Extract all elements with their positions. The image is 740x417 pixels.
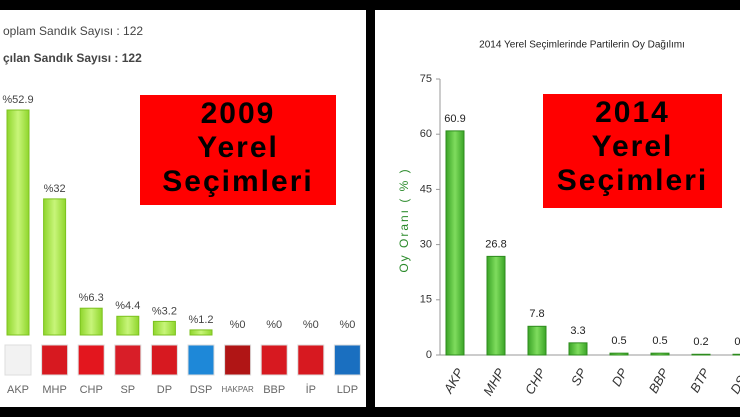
y-tick-label: 45 xyxy=(420,183,432,195)
bar xyxy=(43,198,67,336)
value-label: 3.3 xyxy=(570,325,585,337)
value-label: %4.4 xyxy=(115,300,140,312)
y-tick-label: 30 xyxy=(420,239,432,251)
value-label: %1.2 xyxy=(188,314,213,326)
value-label: %0 xyxy=(230,319,246,331)
party-icon xyxy=(41,344,69,376)
value-label: 0.2 xyxy=(693,336,708,348)
x-tick-label: MHP xyxy=(42,384,66,396)
value-label: 0.5 xyxy=(611,335,626,347)
party-icon xyxy=(224,344,252,376)
x-tick-label: BBP xyxy=(263,384,285,396)
y-axis-label: Oy Oranı ( % ) xyxy=(397,167,411,272)
annotation-text: Yerel xyxy=(592,130,674,163)
right-panel xyxy=(375,10,740,407)
bar xyxy=(79,307,103,336)
party-icon xyxy=(297,344,325,376)
annotation-box xyxy=(543,94,722,208)
value-label: %32 xyxy=(44,183,66,195)
value-label: %6.3 xyxy=(79,292,104,304)
party-icon xyxy=(333,344,361,376)
bar xyxy=(691,353,711,356)
party-icon xyxy=(187,344,215,376)
value-label: 26.8 xyxy=(485,238,506,250)
info-line: çılan Sandık Sayısı : 122 xyxy=(3,51,142,65)
bar xyxy=(6,109,30,336)
party-icon xyxy=(114,344,142,376)
x-tick-label: CHP xyxy=(80,384,103,396)
bar xyxy=(486,255,506,356)
annotation-box xyxy=(140,95,336,205)
x-tick-label: DSP xyxy=(190,384,213,396)
party-icon xyxy=(4,344,32,376)
y-tick-label: 15 xyxy=(420,294,432,306)
annotation-text: Seçimleri xyxy=(557,164,708,197)
bar xyxy=(732,353,740,356)
x-tick-label: İP xyxy=(306,383,316,396)
y-tick-label: 75 xyxy=(420,73,432,85)
party-icon xyxy=(77,344,105,376)
annotation-text: 2009 xyxy=(201,97,276,130)
x-tick-label: SP xyxy=(120,384,135,396)
value-label: 60.9 xyxy=(444,113,465,125)
annotation-text: Seçimleri xyxy=(162,165,313,198)
y-tick-label: 0 xyxy=(426,349,432,361)
info-line: oplam Sandık Sayısı : 122 xyxy=(3,24,143,38)
x-tick-label: LDP xyxy=(337,384,358,396)
annotation-text: Yerel xyxy=(197,131,279,164)
bar xyxy=(527,325,547,356)
bar xyxy=(568,342,588,356)
annotation-text: 2014 xyxy=(595,96,670,129)
value-label: %3.2 xyxy=(152,305,177,317)
value-label: %0 xyxy=(303,319,319,331)
bar xyxy=(650,352,670,356)
value-label: 7.8 xyxy=(529,308,544,320)
x-tick-label: AKP xyxy=(7,384,29,396)
chart-title: 2014 Yerel Seçimlerinde Partilerin Oy Da… xyxy=(479,40,685,51)
bar xyxy=(116,315,140,336)
bar xyxy=(609,352,629,356)
value-label: 0.5 xyxy=(652,335,667,347)
x-tick-label: HAKPAR xyxy=(221,385,254,394)
value-label: %0 xyxy=(266,319,282,331)
y-tick-label: 60 xyxy=(420,128,432,140)
bar xyxy=(189,329,213,336)
value-label: %0 xyxy=(339,319,355,331)
value-label: 0.2 xyxy=(734,336,740,348)
bar xyxy=(152,320,176,336)
value-label: %52.9 xyxy=(2,94,33,106)
chart-2009: oplam Sandık Sayısı : 122 çılan Sandık Sa… xyxy=(2,24,361,396)
bar xyxy=(445,130,465,356)
party-icon xyxy=(260,344,288,376)
party-icon xyxy=(150,344,178,376)
x-tick-label: DP xyxy=(157,384,172,396)
